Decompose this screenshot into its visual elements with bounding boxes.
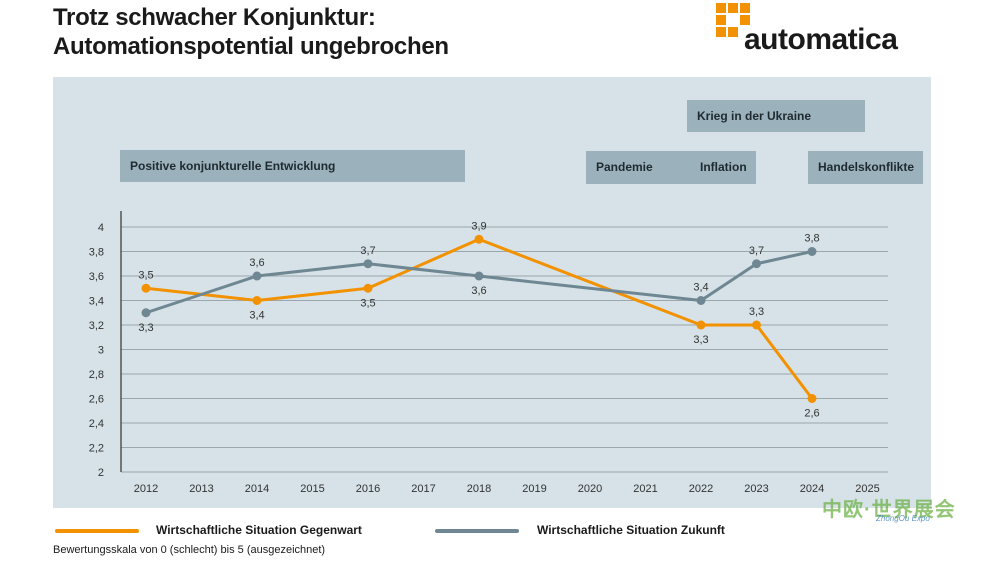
event-trade-conflicts: Handelskonflikte	[808, 151, 923, 184]
chart-panel	[53, 77, 931, 508]
logo-square-5	[740, 15, 750, 25]
logo-square-3	[740, 3, 750, 13]
event-label-pandemie: Pandemie	[596, 160, 653, 174]
data-label: 3,4	[693, 282, 708, 294]
y-tick-label: 3,6	[89, 271, 104, 283]
y-tick-label: 2	[98, 467, 104, 479]
series-line-zukunft	[144, 250, 814, 315]
legend-swatch-zukunft	[435, 529, 519, 533]
x-tick-label: 2020	[578, 483, 602, 495]
data-label: 3,5	[138, 269, 153, 281]
event-positive-development: Positive konjunkturelle Entwicklung	[120, 150, 465, 182]
y-tick-label: 2,6	[89, 394, 104, 406]
y-tick-label: 2,8	[89, 369, 104, 381]
x-tick-label: 2019	[522, 483, 546, 495]
data-point	[141, 308, 151, 318]
data-point	[807, 247, 817, 256]
data-label: 3,4	[249, 310, 264, 322]
event-label: Handelskonflikte	[818, 160, 915, 174]
data-point	[363, 283, 373, 293]
x-tick-label: 2013	[189, 483, 213, 495]
data-point	[252, 296, 262, 305]
x-tick-label: 2023	[744, 483, 768, 495]
data-label: 3,3	[693, 334, 708, 346]
page-title: Trotz schwacher Konjunktur: Automationsp…	[53, 3, 449, 61]
event-label: Krieg in der Ukraine	[697, 109, 812, 123]
y-tick-label: 3,2	[89, 320, 104, 332]
data-point	[363, 259, 373, 269]
data-point	[474, 271, 484, 281]
data-label: 3,6	[249, 257, 264, 269]
data-label: 3,5	[360, 297, 375, 309]
data-point	[752, 259, 761, 269]
data-point	[807, 394, 817, 403]
data-label: 3,6	[471, 285, 486, 297]
logo-square-1	[716, 3, 726, 13]
y-tick-label: 3,8	[89, 247, 104, 259]
automatica-logo: automatica	[716, 3, 940, 55]
logo-square-6	[716, 27, 726, 37]
legend-label-gegenwart: Wirtschaftliche Situation Gegenwart	[156, 523, 362, 537]
y-tick-label: 4	[98, 222, 104, 234]
legend-label-zukunft: Wirtschaftliche Situation Zukunft	[537, 523, 725, 537]
title-line-2: Automationspotential ungebrochen	[53, 33, 449, 60]
y-tick-label: 3,4	[89, 296, 104, 308]
x-tick-label: 2017	[411, 483, 435, 495]
series-line-gegenwart	[144, 237, 814, 400]
legend-swatch-gegenwart	[55, 529, 139, 533]
data-point	[696, 320, 706, 330]
logo-square-2	[728, 3, 738, 13]
x-tick-label: 2024	[800, 483, 824, 495]
y-tick-label: 3	[98, 345, 104, 357]
watermark-logo: 中欧·世界展会	[822, 499, 956, 521]
data-label: 3,8	[804, 233, 819, 245]
y-tick-label: 2,2	[89, 443, 104, 455]
data-point	[696, 296, 706, 305]
event-ukraine-war: Krieg in der Ukraine	[687, 100, 865, 132]
data-label: 3,9	[471, 220, 486, 232]
event-label: Positive konjunkturelle Entwicklung	[130, 159, 336, 173]
watermark-subtitle: ZhongOu Expo	[876, 514, 930, 523]
data-point	[474, 234, 484, 244]
data-label: 3,3	[749, 306, 764, 318]
x-tick-label: 2018	[467, 483, 491, 495]
logo-square-7	[728, 27, 738, 37]
data-label: 2,6	[804, 408, 819, 420]
data-point	[752, 320, 761, 330]
data-point	[252, 271, 262, 281]
rating-scale-footnote: Bewertungsskala von 0 (schlecht) bis 5 (…	[53, 544, 326, 556]
y-tick-label: 2,4	[89, 418, 104, 430]
data-label: 3,7	[360, 245, 375, 257]
event-label-inflation: Inflation	[700, 160, 747, 174]
data-point	[141, 283, 151, 293]
logo-square-4	[716, 15, 726, 25]
x-tick-label: 2014	[245, 483, 269, 495]
x-tick-label: 2016	[356, 483, 380, 495]
event-pandemic-inflation: Pandemie Inflation	[586, 151, 756, 184]
logo-wordmark: automatica	[744, 23, 898, 56]
title-line-1: Trotz schwacher Konjunktur:	[53, 4, 376, 31]
x-tick-label: 2015	[300, 483, 324, 495]
data-label: 3,7	[749, 245, 764, 257]
x-tick-label: 2025	[855, 483, 879, 495]
data-label: 3,3	[138, 322, 153, 334]
x-tick-label: 2012	[134, 483, 158, 495]
x-tick-label: 2022	[689, 483, 713, 495]
x-tick-label: 2021	[633, 483, 657, 495]
